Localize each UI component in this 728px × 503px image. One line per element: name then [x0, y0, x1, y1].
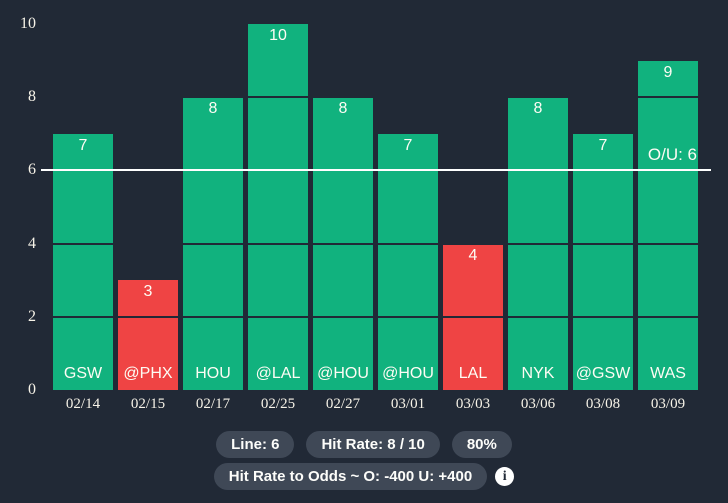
- bar-team-label: @GSW: [575, 365, 631, 382]
- stats-pill-row: Line: 6 Hit Rate: 8 / 10 80%: [0, 431, 728, 458]
- y-axis-tick-label: 2: [28, 308, 36, 325]
- hit-rate-pill: Hit Rate: 8 / 10: [306, 431, 440, 458]
- date-label: 03/01: [390, 396, 426, 412]
- bar-team-label: @HOU: [317, 365, 369, 382]
- info-icon[interactable]: i: [495, 467, 515, 486]
- bar-team-label: LAL: [458, 365, 488, 382]
- date-label: 02/25: [260, 396, 296, 412]
- bar-value-label: 8: [533, 100, 543, 117]
- game-bar[interactable]: 3 @PHX: [118, 280, 178, 390]
- odds-pill-row: Hit Rate to Odds ~ O: -400 U: +400 i: [0, 463, 728, 490]
- y-axis-tick-label: 8: [28, 88, 36, 105]
- bar-value-label: 8: [208, 100, 218, 117]
- gridline: [45, 243, 711, 245]
- bar-value-label: 4: [468, 247, 478, 264]
- date-label: 02/17: [195, 396, 231, 412]
- date-label: 03/08: [585, 396, 621, 412]
- over-under-line: [41, 169, 711, 171]
- game-bar[interactable]: 7 GSW: [53, 134, 113, 390]
- bar-team-label: HOU: [195, 365, 231, 382]
- bar-value-label: 10: [269, 27, 287, 44]
- date-label: 02/14: [65, 396, 101, 412]
- bar-team-label: @HOU: [382, 365, 434, 382]
- bar-team-label: GSW: [63, 365, 103, 382]
- plot-area: O/U: 6 7 GSW 3 @PHX 8 HOU 10 @LAL 8 @HOU 7 @HOU 4 LAL…: [41, 24, 711, 390]
- bar-team-label: WAS: [650, 365, 686, 382]
- date-label: 03/09: [650, 396, 686, 412]
- hit-percentage-pill: 80%: [451, 431, 512, 458]
- y-axis-tick-label: 10: [20, 15, 36, 32]
- y-axis-tick-label: 6: [28, 161, 36, 178]
- bar-value-label: 8: [338, 100, 348, 117]
- y-axis-tick-label: 4: [28, 235, 36, 252]
- hit-rate-to-odds-pill: Hit Rate to Odds ~ O: -400 U: +400: [213, 463, 488, 490]
- game-bar[interactable]: 9 WAS: [638, 61, 698, 390]
- bar-team-label: @PHX: [123, 365, 173, 382]
- game-bar[interactable]: 10 @LAL: [248, 24, 308, 390]
- gridline: [45, 96, 711, 98]
- over-under-label: O/U: 6: [647, 145, 697, 164]
- bar-team-label: @LAL: [255, 365, 301, 382]
- bar-value-label: 7: [78, 137, 88, 154]
- bar-team-label: NYK: [521, 365, 555, 382]
- date-label: 02/15: [130, 396, 166, 412]
- date-label: 03/06: [520, 396, 556, 412]
- game-bar[interactable]: 7 @GSW: [573, 134, 633, 390]
- date-label: 03/03: [455, 396, 491, 412]
- bar-value-label: 7: [403, 137, 413, 154]
- gridline: [45, 316, 711, 318]
- y-axis-tick-label: 0: [28, 381, 36, 398]
- date-label: 02/27: [325, 396, 361, 412]
- bar-value-label: 3: [143, 283, 153, 300]
- line-pill: Line: 6: [216, 431, 295, 458]
- bar-value-label: 7: [598, 137, 608, 154]
- bar-value-label: 9: [663, 64, 673, 81]
- game-bar[interactable]: 7 @HOU: [378, 134, 438, 390]
